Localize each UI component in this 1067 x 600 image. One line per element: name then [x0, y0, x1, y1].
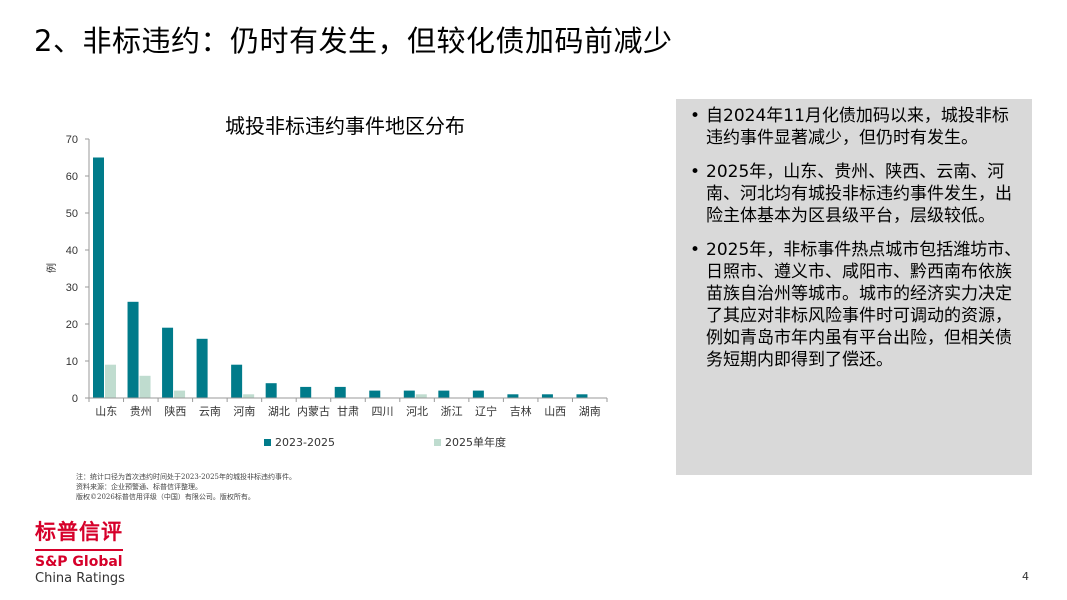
slide-title: 2、非标违约：仍时有发生，但较化债加码前减少	[34, 24, 673, 58]
bar-2023-2025	[127, 301, 139, 398]
bar-2023-2025	[196, 338, 208, 398]
bar-2023-2025	[369, 390, 381, 398]
commentary-panel: • 自2024年11月化债加码以来，城投非标违约事件显著减少，但仍时有发生。 •…	[676, 99, 1032, 475]
y-tick-label: 0	[72, 393, 78, 405]
legend-swatch-2025	[434, 438, 441, 446]
logo-en-text: S&P Global	[35, 554, 123, 570]
bar-2025	[415, 394, 427, 398]
y-tick-label: 50	[66, 208, 78, 220]
y-tick-label: 10	[66, 356, 78, 368]
x-tick-label: 湖北	[268, 405, 290, 418]
y-tick-label: 30	[66, 282, 78, 294]
bar-2025	[105, 364, 116, 398]
bullet-item: • 2025年，非标事件热点城市包括潍坊市、日照市、遵义市、咸阳市、黔西南布依族…	[684, 239, 1024, 371]
logo-sub-text: China Ratings	[35, 571, 125, 586]
legend-swatch-2023-2025	[264, 439, 271, 446]
bar-2025	[139, 375, 151, 398]
chart-title: 城投非标违约事件地区分布	[225, 114, 465, 138]
bar-2023-2025	[472, 390, 484, 398]
x-tick-label: 山东	[95, 405, 117, 418]
x-tick-label: 甘肃	[337, 405, 359, 418]
y-tick-label: 40	[66, 245, 78, 257]
x-tick-label: 吉林	[510, 404, 532, 418]
x-tick-label: 河北	[406, 405, 428, 418]
y-tick-label: 60	[66, 171, 78, 183]
bar-2025	[243, 394, 255, 398]
bullet-text: 自2024年11月化债加码以来，城投非标违约事件显著减少，但仍时有发生。	[706, 106, 1009, 148]
x-tick-label: 辽宁	[475, 404, 497, 418]
bar-2023-2025	[93, 157, 104, 398]
bar-2023-2025	[438, 390, 450, 398]
bar-2023-2025	[265, 383, 277, 398]
footnote-source: 资料来源：企业预警通、标普信评整理。	[76, 483, 202, 491]
bullet-dot: •	[689, 162, 701, 182]
bullet-text: 2025年，非标事件热点城市包括潍坊市、日照市、遵义市、咸阳市、黔西南布依族苗族…	[706, 240, 1022, 370]
x-tick-label: 内蒙古	[297, 404, 330, 418]
x-tick-label: 河南	[233, 405, 255, 418]
bar-2023-2025	[576, 394, 588, 398]
x-tick-label: 浙江	[441, 405, 463, 418]
bar-2023-2025	[300, 386, 312, 398]
logo-rule	[35, 549, 123, 551]
legend-item-2023-2025: 2023-2025	[264, 436, 335, 449]
x-tick-label: 陕西	[164, 404, 186, 418]
x-tick-label: 湖南	[579, 405, 601, 418]
x-tick-label: 山西	[544, 405, 566, 418]
bar-2023-2025	[541, 394, 553, 398]
footnote: 注：统计口径为首次违约时间处于2023-2025年的城投非标违约事件。 资料来源…	[76, 472, 296, 502]
bar-2025	[174, 390, 186, 398]
bullet-item: • 2025年，山东、贵州、陕西、云南、河南、河北均有城投非标违约事件发生，出险…	[684, 161, 1024, 227]
y-axis-label: 例	[45, 263, 58, 273]
x-tick-label: 云南	[199, 405, 221, 418]
footnote-note: 注：统计口径为首次违约时间处于2023-2025年的城投非标违约事件。	[76, 473, 296, 481]
bar-2023-2025	[334, 386, 346, 398]
x-tick-label: 四川	[372, 405, 394, 418]
y-tick-label: 70	[66, 134, 78, 146]
bar-2023-2025	[403, 390, 415, 398]
bar-2023-2025	[231, 364, 243, 398]
bar-chart: 0 10 20 30 40 50 60 70 例 山东 贵州 陕西 云南 河南 湖北 内蒙古 甘肃 四川 河北 浙江…	[45, 134, 608, 418]
legend-label-2023-2025: 2023-2025	[275, 436, 335, 449]
y-tick-label: 20	[66, 319, 78, 331]
legend-label-2025: 2025单年度	[445, 436, 506, 449]
logo-cn-text: 标普信评	[35, 520, 123, 544]
company-logo: 标普信评 S&P Global China Ratings	[35, 516, 125, 586]
bar-2023-2025	[507, 394, 519, 398]
bullet-item: • 自2024年11月化债加码以来，城投非标违约事件显著减少，但仍时有发生。	[684, 105, 1024, 149]
bullet-dot: •	[689, 240, 701, 260]
x-tick-label: 贵州	[130, 405, 152, 418]
bullet-dot: •	[689, 106, 701, 126]
bar-2023-2025	[162, 327, 174, 398]
bullet-text: 2025年，山东、贵州、陕西、云南、河南、河北均有城投非标违约事件发生，出险主体…	[706, 162, 1012, 226]
footnote-copyright: 版权©2026标普信用评级（中国）有限公司。版权所有。	[76, 493, 255, 501]
page-number: 4	[1022, 570, 1029, 583]
legend-item-2025: 2025单年度	[434, 434, 506, 450]
